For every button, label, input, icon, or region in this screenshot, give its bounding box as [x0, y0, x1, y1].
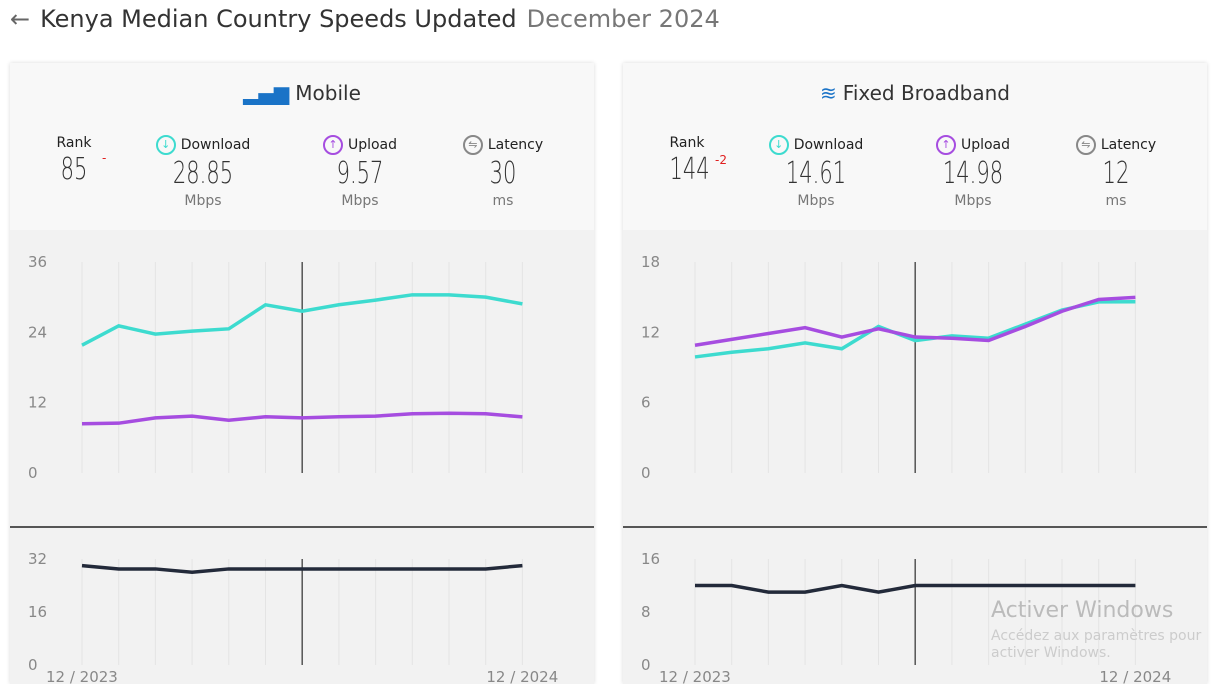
x-tick-label: 12 / 2023 [46, 668, 118, 684]
latency-icon: ⇋ [462, 135, 483, 155]
y-tick-label: 0 [28, 464, 38, 482]
rank-label: Rank [669, 135, 705, 151]
y-tick-label: 36 [28, 253, 47, 271]
upload-label: Upload [347, 137, 398, 153]
download-label: Download [180, 137, 251, 153]
y-tick-label: 0 [641, 464, 651, 482]
download-stat: ↓ Download 28.85 Mbps [148, 135, 258, 209]
download-unit: Mbps [184, 193, 222, 209]
latency-unit: ms [492, 193, 514, 209]
upload-icon: ↑ [322, 135, 343, 155]
wifi-icon: ≋ [820, 81, 837, 105]
download-value: 28.85 [172, 156, 234, 191]
x-tick-label: 12 / 2024 [486, 668, 558, 684]
latency-stat: ⇋ Latency 30 ms [458, 135, 548, 209]
download-icon: ↓ [768, 135, 789, 155]
signal-bars-icon: ▂▄▆ [243, 81, 290, 105]
y-tick-label: 12 [641, 323, 660, 341]
upload-label: Upload [960, 137, 1011, 153]
latency-unit: ms [1105, 193, 1127, 209]
y-tick-label: 12 [28, 394, 47, 412]
latency-y-tick-label: 8 [641, 603, 651, 621]
download-value: 14.61 [785, 156, 847, 191]
latency-icon: ⇋ [1075, 135, 1096, 155]
x-tick-label: 12 / 2023 [659, 668, 731, 684]
rank-label: Rank [56, 135, 92, 151]
latency-label: Latency [1100, 137, 1157, 153]
panel-title: ▂▄▆ Mobile [10, 81, 594, 105]
download-unit: Mbps [797, 193, 835, 209]
panel-header: ≋ Fixed Broadband Rank 144 -2 ↓ Download 14.… [623, 63, 1207, 230]
latency-y-tick-label: 16 [28, 603, 47, 621]
windows-watermark-sub: Accédez aux paramètres pour activer Wind… [991, 628, 1202, 661]
download-icon: ↓ [155, 135, 176, 155]
upload-stat: ↑ Upload 9.57 Mbps [315, 135, 405, 209]
rank-stat: Rank 144 [662, 135, 712, 189]
rank-change: - [102, 151, 107, 165]
page-header: ← Kenya Median Country Speeds Updated De… [10, 5, 720, 33]
windows-watermark: Activer Windows [991, 598, 1174, 623]
rank-value: 144 [669, 152, 710, 187]
upload-icon: ↑ [935, 135, 956, 155]
download-stat: ↓ Download 14.61 Mbps [761, 135, 871, 209]
upload-value: 14.98 [942, 156, 1004, 191]
fixed-broadband-panel: ≋ Fixed Broadband Rank 144 -2 ↓ Download 14.… [623, 63, 1207, 684]
y-tick-label: 24 [28, 323, 47, 341]
latency-label: Latency [487, 137, 544, 153]
mobile-panel: ▂▄▆ Mobile Rank 85 - ↓ Download 28.85 Mbps ↑ U… [10, 63, 594, 684]
back-arrow-icon[interactable]: ← [10, 5, 31, 33]
y-tick-label: 6 [641, 394, 651, 412]
panel-header: ▂▄▆ Mobile Rank 85 - ↓ Download 28.85 Mbps ↑ U… [10, 63, 594, 230]
panel-title-text: Mobile [295, 81, 361, 105]
upload-value: 9.57 [336, 156, 384, 191]
upload-unit: Mbps [341, 193, 379, 209]
upload-unit: Mbps [954, 193, 992, 209]
latency-y-tick-label: 0 [641, 656, 651, 674]
upload-stat: ↑ Upload 14.98 Mbps [928, 135, 1018, 209]
latency-y-tick-label: 0 [28, 656, 38, 674]
page-date: December 2024 [526, 5, 720, 33]
y-tick-label: 18 [641, 253, 660, 271]
page-title: Kenya Median Country Speeds Updated [40, 5, 517, 33]
latency-y-tick-label: 32 [28, 550, 47, 568]
panel-title: ≋ Fixed Broadband [623, 81, 1207, 105]
speed-chart[interactable]: 0 12 24 36 0 16 32 12 / 2023 12 / 2024 [10, 230, 594, 684]
rank-value: 85 [60, 152, 88, 187]
latency-stat: ⇋ Latency 12 ms [1071, 135, 1161, 209]
latency-value: 30 [489, 156, 517, 191]
download-label: Download [793, 137, 864, 153]
latency-y-tick-label: 16 [641, 550, 660, 568]
latency-value: 12 [1102, 156, 1130, 191]
rank-stat: Rank 85 [49, 135, 99, 189]
x-tick-label: 12 / 2024 [1099, 668, 1171, 684]
panel-title-text: Fixed Broadband [842, 81, 1010, 105]
speed-chart[interactable]: 0 6 12 18 0 8 16 12 / 2023 12 / 2024 [623, 230, 1207, 684]
rank-change: -2 [715, 153, 727, 167]
